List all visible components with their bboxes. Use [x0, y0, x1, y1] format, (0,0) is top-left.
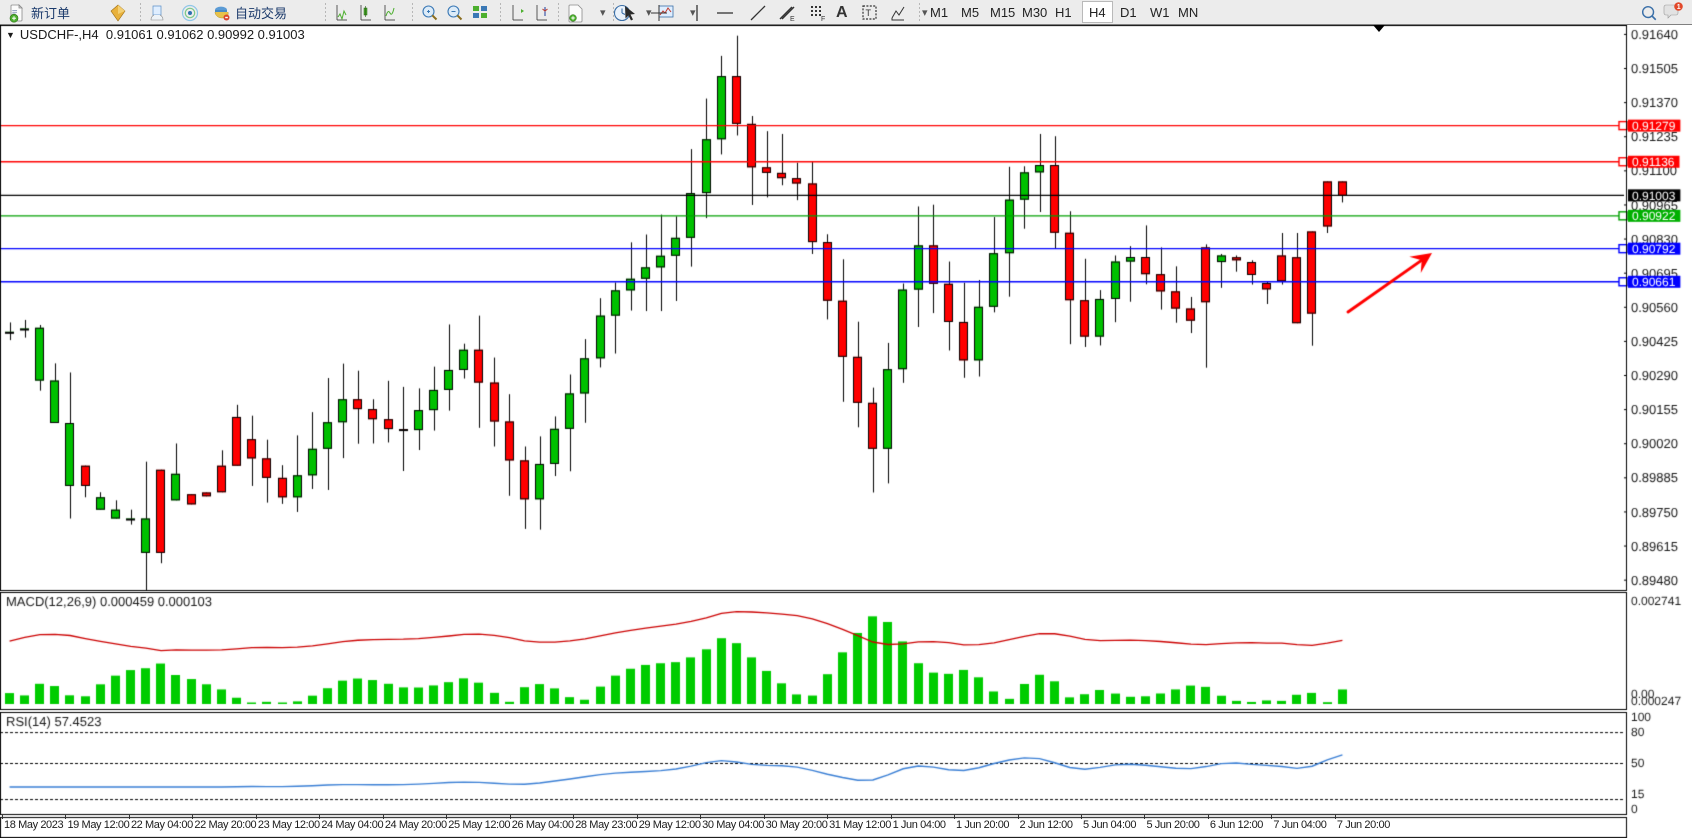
svg-text:T: T — [866, 8, 872, 18]
svg-text:F: F — [821, 16, 825, 23]
svg-text:E: E — [790, 16, 795, 23]
svg-text:1: 1 — [1677, 3, 1681, 10]
